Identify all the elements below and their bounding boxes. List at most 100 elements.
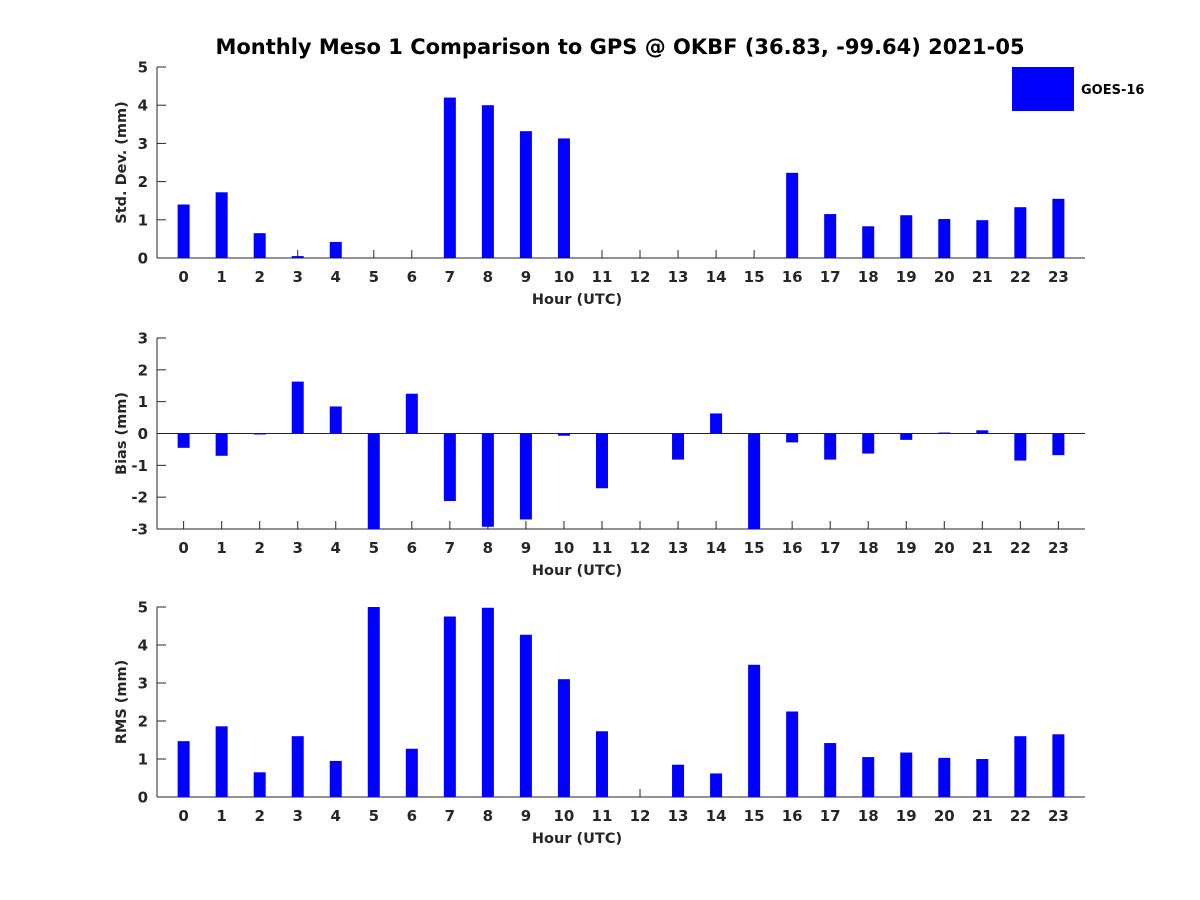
rms-x-tick-label: 22: [1010, 807, 1031, 825]
rms-bar-hour-8: [481, 607, 494, 797]
legend: GOES-16: [1012, 67, 1144, 111]
bias-x-tick-label: 10: [554, 539, 575, 557]
std-dev-bar-hour-19: [900, 215, 913, 258]
figure-title: Monthly Meso 1 Comparison to GPS @ OKBF …: [215, 35, 1024, 59]
bias-x-tick-label: 5: [369, 539, 379, 557]
rms-bar-hour-9: [519, 634, 532, 797]
rms-bar-hour-14: [710, 773, 723, 797]
bias-x-tick-label: 21: [972, 539, 993, 557]
std-dev-x-tick-label: 16: [782, 268, 803, 286]
std-dev-y-tick-label: 0: [138, 250, 148, 268]
std-dev-x-tick-label: 17: [820, 268, 841, 286]
bias-x-tick-label: 1: [216, 539, 226, 557]
rms-x-tick-label: 0: [178, 807, 188, 825]
bias-x-tick-label: 19: [896, 539, 917, 557]
std-dev-x-tick-label: 12: [630, 268, 651, 286]
std-dev-x-tick-label: 3: [293, 268, 303, 286]
bias-bar-hour-19: [900, 433, 913, 440]
rms-bar-hour-19: [900, 752, 913, 797]
bias-bar-hour-5: [367, 433, 380, 529]
rms-x-tick-label: 9: [521, 807, 531, 825]
rms-x-tick-label: 16: [782, 807, 803, 825]
rms-bar-hour-15: [748, 664, 761, 797]
bias-x-tick-label: 18: [858, 539, 879, 557]
std-dev-y-tick-label: 5: [138, 59, 148, 77]
std-dev-bar-hour-20: [938, 219, 951, 258]
bias-bar-hour-13: [672, 433, 685, 460]
bias-x-tick-label: 11: [592, 539, 613, 557]
rms-x-tick-label: 10: [554, 807, 575, 825]
rms-x-tick-label: 12: [630, 807, 651, 825]
std-dev-x-tick-label: 6: [407, 268, 417, 286]
bias-x-axis-label: Hour (UTC): [532, 563, 622, 579]
rms-x-tick-label: 7: [445, 807, 455, 825]
rms-x-tick-label: 2: [254, 807, 264, 825]
rms-x-tick-label: 5: [369, 807, 379, 825]
bias-bar-hour-17: [824, 433, 837, 460]
rms-x-tick-label: 11: [592, 807, 613, 825]
legend-swatch: [1012, 67, 1074, 111]
std-dev-x-tick-label: 4: [331, 268, 341, 286]
std-dev-y-tick-label: 2: [138, 173, 148, 191]
bias-x-tick-label: 14: [706, 539, 727, 557]
bias-bar-hour-9: [519, 433, 532, 520]
rms-y-tick-label: 1: [138, 751, 148, 769]
rms-x-tick-label: 3: [293, 807, 303, 825]
std-dev-bar-hour-23: [1052, 198, 1065, 258]
bias-bar-hour-21: [976, 430, 989, 434]
std-dev-bar-hour-17: [824, 214, 837, 258]
rms-x-tick-label: 17: [820, 807, 841, 825]
std-dev-bar-hour-21: [976, 220, 989, 258]
bias-y-tick-label: -3: [131, 521, 148, 539]
rms-bar-hour-0: [177, 741, 190, 797]
bias-x-tick-label: 13: [668, 539, 689, 557]
rms-bar-hour-17: [824, 743, 837, 797]
rms-bar-hour-13: [672, 764, 685, 797]
bias-y-tick-label: -2: [131, 489, 148, 507]
rms-y-tick-label: 0: [138, 789, 148, 807]
rms-bar-hour-21: [976, 759, 989, 797]
std-dev-x-tick-label: 10: [554, 268, 575, 286]
std-dev-bar-hour-7: [443, 97, 456, 258]
std-dev-bar-hour-18: [862, 226, 875, 258]
rms-x-axis-label: Hour (UTC): [532, 831, 622, 847]
rms-bar-hour-10: [557, 679, 570, 797]
bias-bar-hour-2: [253, 433, 266, 435]
bias-x-tick-label: 7: [445, 539, 455, 557]
rms-bar-hour-5: [367, 607, 380, 797]
std-dev-x-axis-label: Hour (UTC): [532, 292, 622, 308]
rms-y-tick-label: 2: [138, 713, 148, 731]
std-dev-y-tick-label: 3: [138, 135, 148, 153]
bias-bar-hour-11: [595, 433, 608, 489]
rms-bar-hour-2: [253, 772, 266, 797]
rms-bar-hour-7: [443, 616, 456, 797]
bias-bar-hour-6: [405, 393, 418, 434]
std-dev-bar-hour-8: [481, 105, 494, 258]
bias-x-tick-label: 23: [1048, 539, 1069, 557]
std-dev-bar-hour-22: [1014, 207, 1027, 258]
std-dev-x-tick-label: 18: [858, 268, 879, 286]
rms-x-tick-label: 15: [744, 807, 765, 825]
std-dev-x-tick-label: 8: [483, 268, 493, 286]
bias-x-tick-label: 17: [820, 539, 841, 557]
bias-bar-hour-4: [329, 406, 342, 434]
bias-bar-hour-0: [177, 433, 190, 448]
bias-x-tick-label: 15: [744, 539, 765, 557]
bias-x-tick-label: 8: [483, 539, 493, 557]
bias-bar-hour-23: [1052, 433, 1065, 456]
std-dev-bar-hour-0: [177, 204, 190, 258]
bias-bar-hour-20: [938, 432, 951, 434]
rms-x-tick-label: 8: [483, 807, 493, 825]
rms-x-tick-label: 4: [331, 807, 341, 825]
bias-y-tick-label: 3: [138, 330, 148, 348]
bias-bar-hour-15: [748, 433, 761, 529]
std-dev-x-tick-label: 2: [254, 268, 264, 286]
rms-y-tick-label: 3: [138, 675, 148, 693]
bias-x-tick-label: 12: [630, 539, 651, 557]
bias-bar-hour-10: [557, 433, 570, 436]
std-dev-bar-hour-10: [557, 138, 570, 258]
